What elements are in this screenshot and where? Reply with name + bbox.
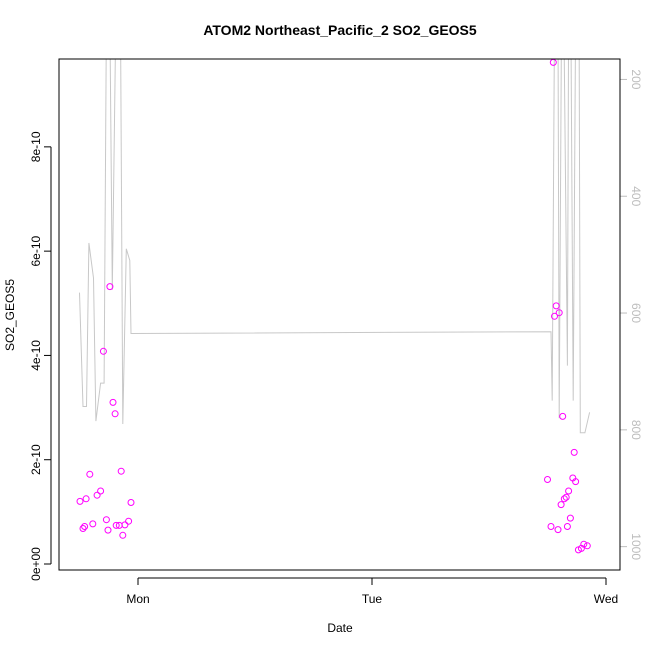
x-axis-label: Date — [327, 621, 353, 635]
data-point — [111, 410, 119, 418]
pressure-line-layer — [79, 59, 591, 434]
y2-tick-label: 1000 — [629, 533, 643, 560]
data-point — [97, 487, 105, 495]
x-tick-label: Wed — [594, 592, 618, 606]
data-point — [93, 491, 101, 499]
y-tick-label: 6e-10 — [29, 235, 43, 266]
data-point — [106, 283, 114, 291]
y-axis-label: SO2_GEOS5 — [3, 279, 17, 351]
x-tick-label: Mon — [126, 592, 149, 606]
data-point — [125, 517, 133, 525]
pressure-line — [79, 59, 591, 434]
data-point — [566, 514, 574, 522]
data-point — [560, 495, 568, 503]
y-tick-label: 8e-10 — [29, 131, 43, 162]
data-point — [555, 309, 563, 317]
data-point — [559, 412, 567, 420]
y-tick-label: 4e-10 — [29, 340, 43, 371]
data-point — [547, 523, 555, 530]
data-point — [552, 302, 560, 310]
y-tick-label: 2e-10 — [29, 444, 43, 475]
y2-tick-label: 600 — [629, 303, 643, 323]
data-point — [119, 531, 127, 539]
y2-tick-label: 400 — [629, 186, 643, 206]
data-point — [544, 476, 551, 483]
data-point — [81, 523, 89, 530]
data-point — [121, 521, 129, 529]
y-tick-label: 0e+00 — [29, 547, 43, 581]
data-point — [563, 523, 571, 530]
data-point — [112, 521, 120, 529]
data-point — [583, 542, 591, 550]
data-point — [565, 487, 573, 495]
data-point — [570, 448, 578, 456]
data-point — [109, 398, 117, 406]
data-point — [104, 526, 112, 534]
data-point — [557, 501, 565, 509]
plot-frame — [58, 58, 621, 571]
data-point — [86, 470, 94, 478]
data-point — [117, 467, 125, 475]
data-point — [76, 497, 84, 505]
data-point — [99, 347, 107, 355]
data-point — [82, 495, 90, 503]
x-tick-label: Tue — [362, 592, 383, 606]
y2-tick-label: 800 — [629, 420, 643, 440]
data-point — [562, 493, 570, 501]
data-point — [89, 520, 97, 528]
points-layer — [76, 58, 591, 554]
data-point — [580, 540, 588, 548]
data-point — [554, 526, 562, 534]
y2-tick-label: 200 — [629, 69, 643, 89]
data-point — [551, 312, 558, 320]
data-point — [79, 525, 87, 532]
data-point — [127, 499, 135, 506]
data-point — [572, 478, 580, 486]
data-point — [102, 516, 110, 524]
chart-title: ATOM2 Northeast_Pacific_2 SO2_GEOS5 — [203, 22, 477, 38]
